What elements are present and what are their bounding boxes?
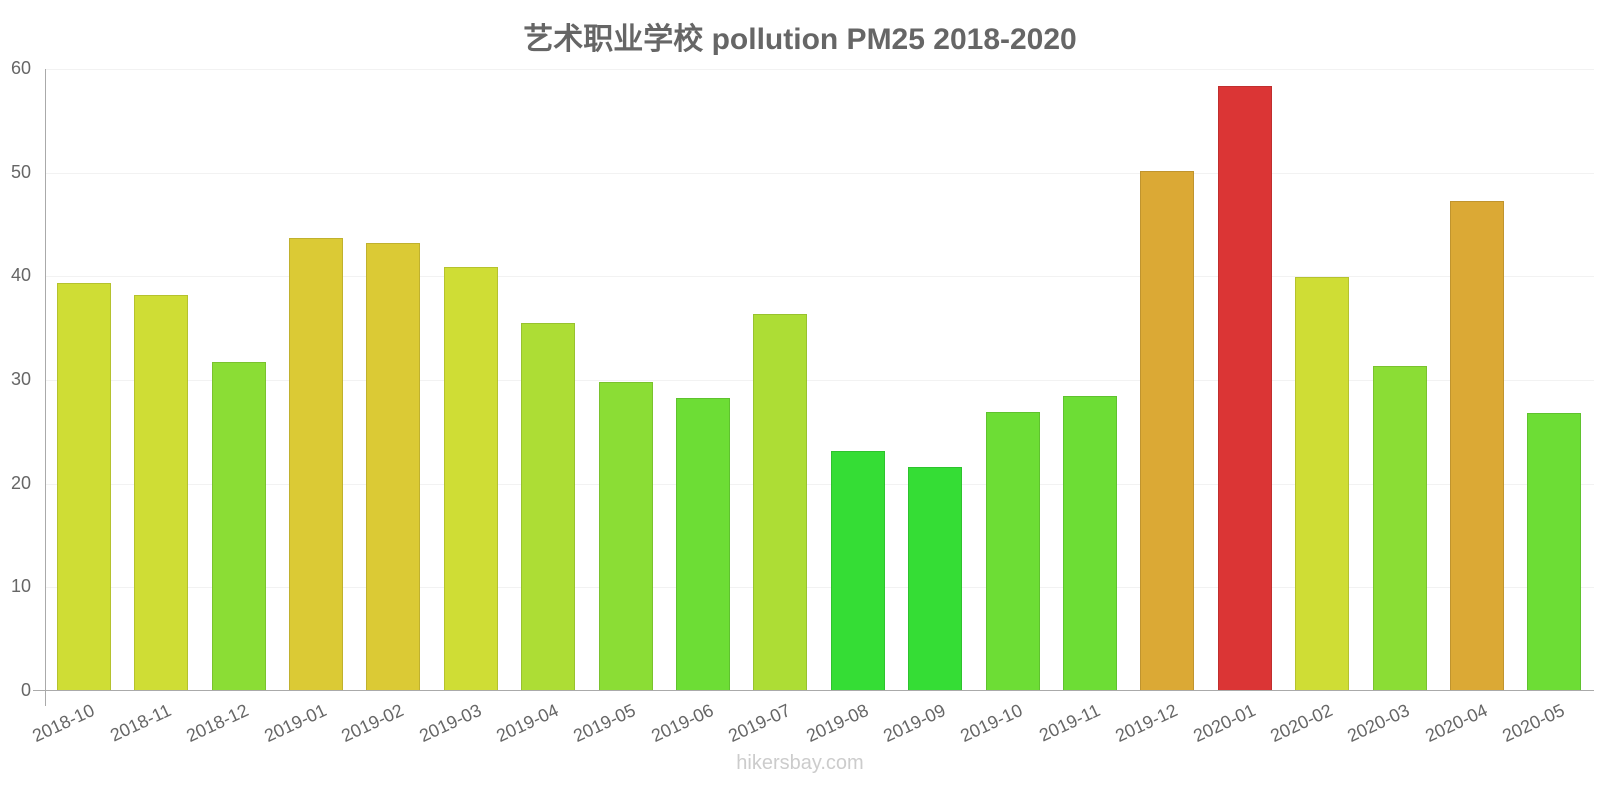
- bar-2018-11[interactable]: [134, 295, 189, 691]
- bar-2019-02[interactable]: [366, 243, 421, 691]
- bar-2020-02[interactable]: [1295, 277, 1350, 691]
- gridline: [46, 172, 1594, 174]
- bar-2020-05[interactable]: [1527, 413, 1582, 691]
- x-tick-label: 2019-04: [493, 700, 562, 747]
- x-tick-label: 2019-10: [957, 700, 1026, 747]
- gridline: [46, 380, 1594, 381]
- x-tick-label: 2020-01: [1189, 700, 1259, 747]
- x-tick-label: 2018-11: [107, 700, 175, 746]
- gridline: [46, 69, 1594, 70]
- gridline: [46, 276, 1594, 278]
- gridline: [46, 483, 1594, 485]
- bar-2019-03[interactable]: [443, 267, 498, 691]
- x-tick-label: 2019-01: [261, 700, 330, 747]
- y-tick-label: 60: [10, 58, 31, 78]
- x-tick-label: 2020-03: [1344, 700, 1413, 747]
- y-tick-label: 40: [10, 265, 31, 286]
- y-tick-label: 50: [10, 161, 31, 182]
- x-tick-label: 2019-06: [648, 700, 717, 747]
- bar-2019-06[interactable]: [675, 397, 730, 691]
- x-tick-label: 2019-11: [1036, 700, 1104, 746]
- bar-2020-04[interactable]: [1449, 200, 1504, 691]
- y-tick-label: 20: [10, 472, 31, 493]
- x-tick-label: 2020-02: [1267, 700, 1336, 747]
- x-tick-label: 2019-03: [415, 700, 485, 747]
- y-tick-label: 10: [10, 576, 31, 597]
- bar-2019-05[interactable]: [598, 382, 653, 691]
- bar-2019-10[interactable]: [985, 412, 1040, 691]
- chart-title: 艺术职业学校 pollution PM25 2018-2020: [523, 23, 1077, 56]
- plot-area: [46, 69, 1594, 691]
- bar-2019-07[interactable]: [753, 313, 808, 691]
- x-tick-label: 2019-05: [570, 700, 639, 747]
- bar-2019-08[interactable]: [830, 450, 885, 691]
- x-axis-line: [33, 690, 1594, 691]
- x-tick-label: 2018-10: [28, 700, 98, 747]
- x-tick-label: 2020-04: [1422, 700, 1491, 747]
- bar-2018-12[interactable]: [211, 362, 266, 691]
- x-tick-label: 2020-05: [1499, 700, 1568, 747]
- x-tick-label: 2019-09: [880, 700, 949, 747]
- y-tick-label: 30: [10, 369, 31, 389]
- x-tick-label: 2018-12: [183, 700, 252, 747]
- bar-2018-10[interactable]: [56, 282, 111, 691]
- bar-2020-03[interactable]: [1372, 365, 1427, 691]
- x-tick-label: 2019-07: [725, 700, 794, 747]
- bar-2020-01[interactable]: [1217, 85, 1272, 691]
- bar-2019-12[interactable]: [1140, 170, 1195, 691]
- x-tick-label: 2019-12: [1112, 700, 1181, 747]
- gridline: [46, 587, 1594, 589]
- bar-2019-04[interactable]: [521, 322, 576, 691]
- bar-2019-01[interactable]: [288, 237, 343, 691]
- y-axis-line: [45, 69, 46, 706]
- x-tick-label: 2019-02: [338, 700, 407, 747]
- bar-2019-09[interactable]: [908, 467, 963, 691]
- y-tick-label: 0: [20, 680, 31, 700]
- watermark: hikersbay.com: [736, 752, 864, 774]
- x-tick-label: 2019-08: [802, 700, 872, 747]
- bar-2019-11[interactable]: [1062, 395, 1117, 691]
